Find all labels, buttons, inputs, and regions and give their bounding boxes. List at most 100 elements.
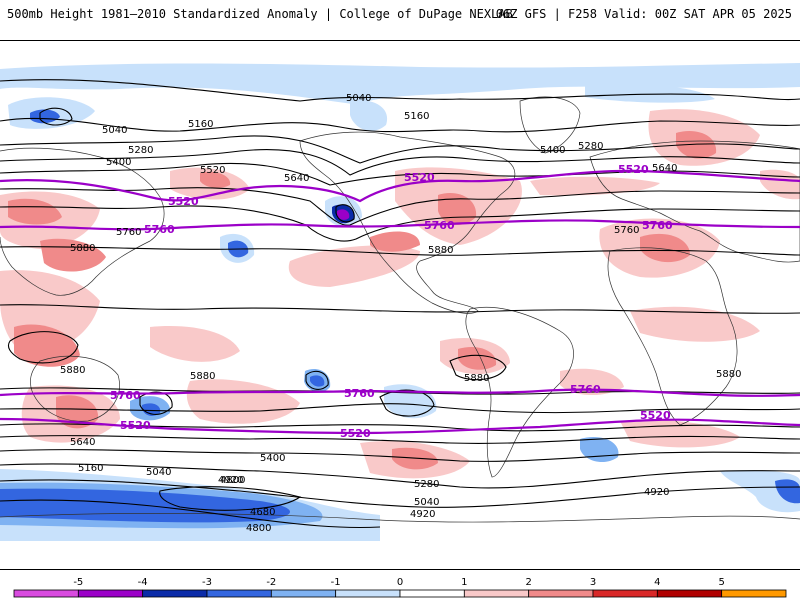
australia-outline (30, 355, 120, 422)
map-panel: 5040 5160 5280 5400 5520 5640 5760 5880 … (0, 40, 800, 570)
contour-label: 5880 (464, 373, 489, 384)
map-title: 500mb Height 1981–2010 Standardized Anom… (7, 7, 513, 21)
contour-line (305, 370, 329, 390)
key-contour-label: 5760 (570, 383, 601, 396)
positive-anomaly-area (200, 171, 231, 188)
colorbar-segment (721, 589, 787, 598)
contour-label: 5160 (78, 463, 103, 474)
eurasia-outline-west (0, 147, 165, 296)
positive-anomaly-area (288, 245, 420, 287)
contour-5760-north (0, 219, 800, 231)
positive-anomaly-area (370, 231, 420, 252)
negative-anomaly-area (775, 479, 800, 504)
contour-label: 5400 (106, 157, 131, 168)
key-contour-label: 5520 (618, 163, 649, 176)
contour-line (0, 435, 800, 444)
key-contour-label: 5520 (168, 195, 199, 208)
contour-label: 5040 (346, 93, 371, 104)
key-contour-label: 5520 (404, 171, 435, 184)
positive-anomaly-area (630, 306, 760, 342)
contour-line (0, 423, 800, 432)
colorbar-tick-label: 1 (461, 577, 467, 588)
key-contour-labels: 5520 5760 5520 5760 5520 5760 5760 5520 … (110, 163, 673, 440)
contour-line (0, 149, 800, 176)
colorbar-tick-label: -2 (266, 577, 276, 588)
contour-label: 5400 (540, 145, 565, 156)
colorbar-segment (77, 589, 144, 598)
contour-label: 5280 (414, 479, 439, 490)
colorbar-segment (270, 589, 337, 598)
model-run-info: 06Z GFS | F258 Valid: 00Z SAT APR 05 202… (495, 7, 792, 21)
colorbar-segment (206, 589, 272, 598)
contour-line (0, 117, 800, 133)
key-contour-label: 5520 (120, 419, 151, 432)
positive-anomaly-area (458, 346, 497, 370)
contour-line (0, 463, 800, 489)
colorbar-segment (399, 589, 465, 598)
contour-label: 4800 (220, 475, 245, 486)
colorbar-segment (528, 589, 594, 598)
contour-line (335, 204, 355, 223)
colorbar-segment (463, 589, 530, 598)
north-america-outline (299, 131, 516, 314)
colorbar-tick-label: -5 (73, 577, 83, 588)
key-contour-label: 5760 (642, 219, 673, 232)
colorbar-tick-label: 3 (590, 577, 596, 588)
contour-line (0, 187, 800, 226)
negative-anomaly-area (585, 83, 715, 103)
colorbar-graphic: -5 -4 -3 -2 -1 0 1 2 3 4 5 (13, 577, 787, 598)
contour-label: 5040 (414, 497, 439, 508)
contour-label: 5760 (614, 225, 639, 236)
contour-label: 5640 (652, 163, 677, 174)
contour-label: 4920 (218, 475, 243, 486)
key-contour-label: 5760 (110, 389, 141, 402)
contour-label: 5040 (102, 125, 127, 136)
africa-outline (607, 247, 738, 426)
positive-anomaly-area (760, 169, 800, 200)
contour-label: 5880 (60, 365, 85, 376)
contour-line (0, 499, 381, 529)
contour-line (39, 107, 73, 126)
contour-line (0, 79, 800, 102)
header: 500mb Height 1981–2010 Standardized Anom… (0, 0, 800, 40)
antarctica-outline (0, 513, 800, 523)
contour-line (0, 205, 800, 242)
contour-line (139, 391, 173, 415)
colorbar-tick-label: 5 (718, 577, 724, 588)
colorbar-segment (142, 589, 208, 598)
contour-label: 5880 (716, 369, 741, 380)
eurasia-outline (589, 140, 800, 263)
contour-label: 4920 (644, 487, 669, 498)
colorbar-segment (656, 589, 723, 598)
colorbar-tick-label: -4 (138, 577, 148, 588)
positive-anomaly-area (56, 395, 99, 429)
contour-line (0, 449, 800, 462)
anomaly-map: 5040 5160 5280 5400 5520 5640 5760 5880 … (0, 63, 800, 541)
colorbar-segments (13, 589, 787, 598)
key-contour-label: 5520 (340, 427, 371, 440)
contour-5520-south (0, 417, 800, 435)
positive-anomaly-area (8, 198, 62, 225)
negative-anomaly-area (580, 437, 619, 463)
colorbar-segment (335, 589, 401, 598)
key-contour-label: 5760 (344, 387, 375, 400)
colorbar-segment (592, 589, 658, 598)
contour-label: 5880 (428, 245, 453, 256)
colorbar-ticks: -5 -4 -3 -2 -1 0 1 2 3 4 5 (73, 577, 725, 588)
key-contour-label: 5520 (640, 409, 671, 422)
positive-anomaly-area (640, 233, 690, 263)
contour-line (0, 246, 800, 256)
colorbar-segment (13, 589, 79, 598)
contour-label: 5160 (188, 119, 213, 130)
contour-line (0, 162, 800, 186)
contour-label: 4920 (410, 509, 435, 520)
negative-anomaly-area (0, 63, 800, 105)
contour-line (0, 304, 800, 314)
negative-anomaly-area (350, 100, 388, 131)
positive-anomaly-area (186, 379, 300, 424)
contour-5760-south (0, 388, 800, 397)
contour-line (159, 486, 302, 511)
contour-line (0, 479, 800, 508)
key-contours (0, 169, 800, 435)
contour-labels: 5040 5160 5280 5400 5520 5640 5760 5880 … (60, 93, 741, 534)
